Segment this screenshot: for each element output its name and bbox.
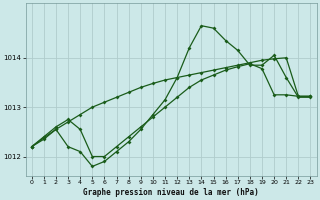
X-axis label: Graphe pression niveau de la mer (hPa): Graphe pression niveau de la mer (hPa) — [83, 188, 259, 197]
